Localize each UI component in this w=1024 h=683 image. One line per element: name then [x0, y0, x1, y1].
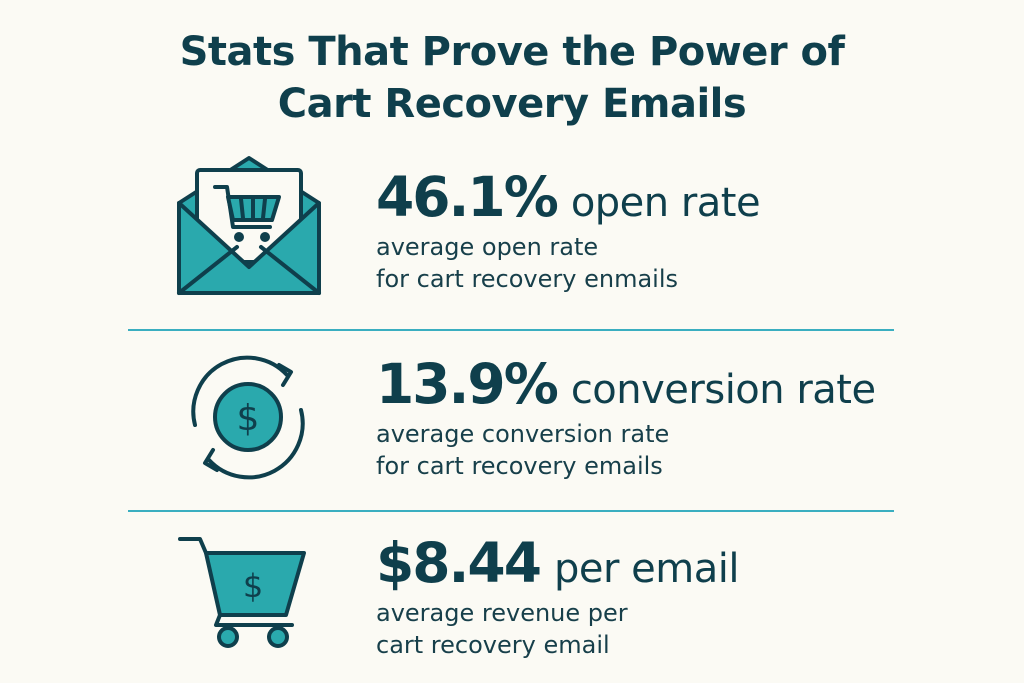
stat-description-line-2: for cart recovery enmails — [376, 265, 678, 293]
stat-description-line-2: for cart recovery emails — [376, 452, 663, 480]
stat-description: average revenue per cart recovery email — [376, 597, 739, 661]
stat-label: conversion rate — [570, 367, 876, 413]
stat-revenue-per-email: $8.44 per email average revenue per cart … — [376, 531, 739, 661]
stat-label: open rate — [570, 180, 761, 226]
dollar-cart-icon: $ — [176, 533, 310, 651]
stat-open-rate: 46.1% open rate average open rate for car… — [376, 165, 761, 295]
dollar-cycle-icon: $ — [183, 355, 313, 480]
divider — [128, 329, 894, 331]
svg-text:$: $ — [243, 567, 263, 605]
stat-description-line-1: average revenue per — [376, 599, 628, 627]
stat-headline: $8.44 per email — [376, 531, 739, 595]
stat-description: average open rate for cart recovery enma… — [376, 231, 760, 295]
divider — [128, 510, 894, 512]
title-line-1: Stats That Prove the Power of — [179, 29, 845, 75]
stat-value: 13.9% — [376, 352, 559, 416]
envelope-cart-icon — [175, 155, 323, 300]
stat-headline: 46.1% open rate — [376, 165, 761, 229]
stat-label: per email — [553, 546, 739, 592]
stat-description-line-2: cart recovery email — [376, 631, 610, 659]
stat-conversion-rate: 13.9% conversion rate average conversion … — [376, 352, 876, 482]
svg-text:$: $ — [237, 398, 260, 439]
stat-description-line-1: average conversion rate — [376, 420, 670, 448]
stat-description-line-1: average open rate — [376, 233, 599, 261]
stat-headline: 13.9% conversion rate — [376, 352, 876, 416]
stat-description: average conversion rate for cart recover… — [376, 418, 876, 482]
stat-value: $8.44 — [376, 531, 542, 595]
page-title: Stats That Prove the Power of Cart Recov… — [0, 26, 1024, 130]
title-line-2: Cart Recovery Emails — [277, 81, 747, 127]
stat-value: 46.1% — [376, 165, 559, 229]
